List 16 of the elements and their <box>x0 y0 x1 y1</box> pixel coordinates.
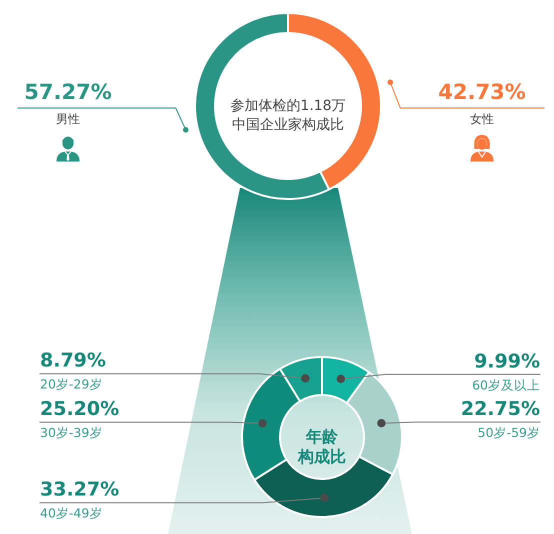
slice-label: 30岁-39岁 <box>40 425 102 440</box>
slice-label: 50岁-59岁 <box>478 425 540 440</box>
data-label: 9.99% <box>474 350 540 372</box>
data-label: 33.27% <box>40 478 120 501</box>
slice-label: 60岁及以上 <box>472 377 540 392</box>
data-label: 57.27% <box>24 80 112 104</box>
data-label: 25.20% <box>40 398 120 420</box>
slice-label: 男性 <box>56 112 80 126</box>
data-label: 22.75% <box>460 398 540 420</box>
slice-label: 20岁-29岁 <box>40 376 102 392</box>
data-label: 42.73% <box>438 80 526 104</box>
slice-label: 40岁-49岁 <box>40 506 102 521</box>
text: 年龄构成比 <box>297 427 346 466</box>
data-label: 8.79% <box>40 350 106 372</box>
text: 参加体检的1.18万中国企业家构成比 <box>230 98 346 133</box>
slice-label: 女性 <box>470 112 494 126</box>
